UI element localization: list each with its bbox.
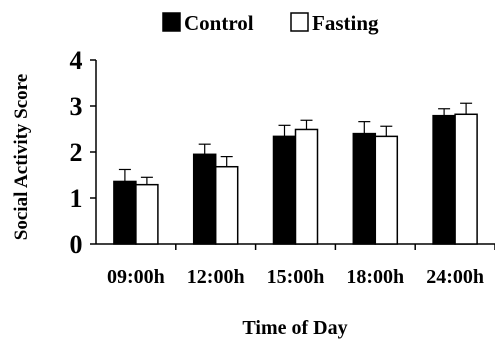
bar-fasting-0 xyxy=(135,183,159,245)
bar-control-1 xyxy=(192,153,217,245)
legend: Control Fasting xyxy=(162,11,379,35)
y-axis-title: Social Activity Score xyxy=(11,74,32,240)
legend-label-fasting: Fasting xyxy=(312,11,379,35)
bar-fasting-2 xyxy=(294,128,319,245)
x-tick-label-0: 09:00h xyxy=(107,266,165,288)
y-tick-label-2: 2 xyxy=(70,138,83,167)
bar-fasting-3 xyxy=(374,135,399,245)
bar-control-3 xyxy=(352,132,377,245)
y-tick-label-4: 4 xyxy=(70,46,83,75)
bars xyxy=(113,113,478,245)
legend-label-control: Control xyxy=(184,11,254,35)
y-tick-label-3: 3 xyxy=(70,92,83,121)
x-tick-label-3: 18:00h xyxy=(346,266,404,288)
x-ticks: 09:00h 12:00h 15:00h 18:00h 24:00h xyxy=(107,244,495,288)
y-tick-label-1: 1 xyxy=(70,184,83,213)
x-tick-label-4: 24:00h xyxy=(426,266,484,288)
y-ticks: 0 1 2 3 4 xyxy=(70,46,96,259)
error-bars xyxy=(118,102,473,185)
x-tick-label-2: 15:00h xyxy=(267,266,325,288)
legend-swatch-control xyxy=(162,12,181,32)
legend-swatch-fasting xyxy=(290,12,309,32)
bar-fasting-1 xyxy=(214,165,239,245)
x-tick-label-1: 12:00h xyxy=(187,266,245,288)
y-tick-label-0: 0 xyxy=(70,230,83,259)
x-axis-title: Time of Day xyxy=(242,317,347,339)
bar-control-0 xyxy=(113,180,137,245)
bar-control-4 xyxy=(432,114,456,245)
bar-control-2 xyxy=(272,135,297,245)
bar-fasting-4 xyxy=(454,113,478,245)
